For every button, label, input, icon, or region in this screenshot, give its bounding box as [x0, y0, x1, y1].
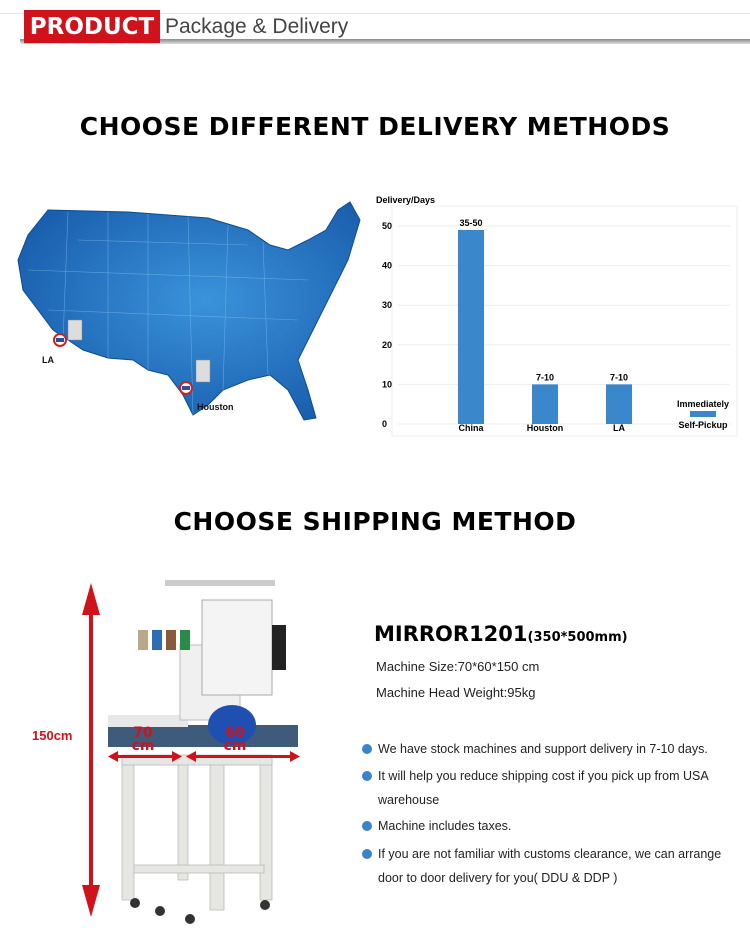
x-tick-label: Houston [527, 423, 564, 433]
y-tick-label: 0 [382, 419, 387, 429]
height-dimension: 150cm [32, 728, 73, 743]
bullet-item: Machine includes taxes. [362, 814, 742, 838]
stand [121, 754, 273, 911]
us-map [17, 201, 361, 421]
section-title-delivery: CHOOSE DIFFERENT DELIVERY METHODS [79, 112, 671, 141]
product-badge: PRODUCT [24, 10, 160, 43]
data-label: 35-50 [459, 218, 482, 228]
header-bar [20, 39, 750, 44]
plot-frame [391, 205, 738, 437]
cap-frame [208, 705, 256, 745]
bullet-dot-icon [362, 821, 372, 831]
data-label: Immediately [677, 399, 729, 409]
depth-dimension: 60 [225, 725, 245, 741]
pin-houston [179, 359, 211, 395]
model-name: MIRROR1201(350*500mm) [374, 622, 628, 646]
model-size: (350*500mm) [527, 630, 628, 645]
pin-la [53, 319, 83, 347]
data-label: 7-10 [610, 372, 628, 382]
x-tick-label: China [458, 423, 484, 433]
depth-unit: cm [223, 738, 247, 754]
bar-houston [532, 384, 558, 424]
model-number: MIRROR1201 [374, 622, 528, 646]
machine-image [82, 580, 300, 924]
bar-self-pickup [690, 411, 716, 417]
x-tick-label: LA [613, 423, 625, 433]
header-rule [0, 13, 750, 14]
machine-head [201, 599, 273, 696]
thread-spools [138, 630, 190, 650]
x-tick-label: Self-Pickup [678, 420, 728, 430]
bullet-dot-icon [362, 771, 372, 781]
section-title-shipping: CHOOSE SHIPPING METHOD [173, 507, 577, 536]
width-unit: cm [131, 738, 155, 754]
bullet-item: It will help you reduce shipping cost if… [362, 764, 722, 812]
width-dimension: 70 [133, 725, 153, 741]
y-tick-label: 40 [382, 261, 392, 271]
height-arrow [82, 583, 100, 917]
y-tick-label: 20 [382, 340, 392, 350]
delivery-chart: Delivery/Days 0 10 20 30 40 50 35-50 China 7-10 Ho… [376, 195, 738, 437]
header-title: Package & Delivery [165, 15, 349, 38]
map-label-la: LA [42, 355, 54, 365]
y-tick-label: 30 [382, 300, 392, 310]
bullet-dot-icon [362, 849, 372, 859]
bullet-item: We have stock machines and support deliv… [362, 737, 742, 761]
y-axis-label: Delivery/Days [376, 195, 435, 205]
bullet-dot-icon [362, 744, 372, 754]
spec-size: Machine Size:70*60*150 cm [376, 659, 540, 674]
bar-china [458, 229, 484, 424]
map-label-houston: Houston [197, 402, 234, 412]
bullet-item: If you are not familiar with customs cle… [362, 842, 737, 890]
us-land [17, 201, 361, 421]
y-tick-label: 50 [382, 221, 392, 231]
width-arrows [108, 751, 300, 762]
bar-la [606, 384, 632, 424]
y-tick-label: 10 [382, 379, 392, 389]
spec-weight: Machine Head Weight:95kg [376, 685, 536, 700]
data-label: 7-10 [536, 372, 554, 382]
